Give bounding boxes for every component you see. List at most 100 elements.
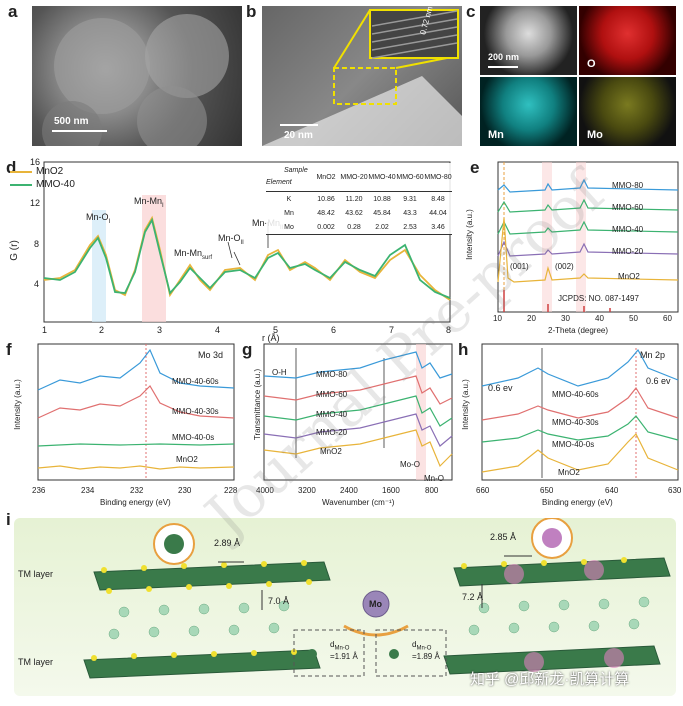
xps-mo3d-chart	[37, 343, 235, 481]
ftir-xtick-1600: 1600	[382, 486, 400, 495]
table-cell: Mo	[284, 223, 294, 231]
xrd-series-mmo20: MMO-20	[612, 247, 644, 256]
xps-mn2p-xtick-640: 640	[605, 486, 619, 495]
xps-mn2p-series-0s: MMO-40-0s	[552, 440, 595, 449]
panel-label-a: a	[8, 2, 18, 21]
table-header-mmo40: MMO-40	[368, 173, 396, 181]
xps-mo3d-series-60s: MMO-40-60s	[172, 377, 219, 386]
eds-maps: 200 nm O Mn Mo	[480, 6, 676, 146]
table-cell: 48.42	[317, 209, 335, 217]
table-cell: 10.86	[317, 195, 335, 203]
sem-flower-texture	[42, 14, 229, 146]
xps-mo3d-xlabel: Binding energy (eV)	[100, 498, 171, 507]
panel-label-h: h	[458, 340, 469, 359]
xps-mo3d-xtick-230: 230	[178, 486, 192, 495]
schematic-tm-layer-bottom: TM layer	[18, 657, 54, 667]
schematic-d-2p85: 2.85 Å	[490, 532, 517, 542]
xps-mn2p-shift-right: 0.6 ev	[646, 376, 671, 386]
tem-image: 0.72 nm 20 nm	[262, 6, 462, 146]
xrd-xtick-60: 60	[663, 314, 672, 323]
table-row: Mn 48.42 43.62 45.84 43.3 44.04	[266, 206, 452, 220]
pdf-xtick-8: 8	[446, 325, 452, 335]
pdf-ylabel: G (r)	[8, 240, 20, 261]
pdf-peak-mno1: Mn-OI	[86, 212, 111, 225]
xps-mo3d-xtick-228: 228	[224, 486, 238, 495]
pdf-ytick-12: 12	[30, 198, 41, 208]
schematic-d-7p0: 7.0 Å	[268, 596, 290, 606]
ftir-series-mno2: MnO2	[320, 447, 342, 456]
schematic-d-2p89: 2.89 Å	[214, 538, 241, 548]
xrd-xtick-20: 20	[527, 314, 536, 323]
ftir-ylabel: Transmittance (a.u.)	[253, 368, 263, 441]
xps-mo3d-xtick-234: 234	[81, 486, 95, 495]
ftir-band-mno: Mn-O	[424, 474, 444, 483]
table-cell: 43.62	[345, 209, 363, 217]
table-header-mmo60: MMO-60	[396, 173, 424, 181]
pdf-xtick-5: 5	[273, 325, 279, 335]
table-row: Mo 0.002 0.28 2.02 2.53 3.46	[266, 220, 452, 235]
ftir-band-moo: Mo-O	[400, 460, 420, 469]
xrd-xlabel: 2-Theta (degree)	[548, 326, 609, 335]
ftir-xtick-3200: 3200	[298, 486, 316, 495]
table-header-mmo80: MMO-80	[424, 173, 452, 181]
table-cell: 43.3	[403, 209, 417, 217]
panel-label-e: e	[470, 158, 480, 177]
xps-mn2p-xtick-650: 650	[540, 486, 554, 495]
ftir-xtick-2400: 2400	[340, 486, 358, 495]
xps-mo3d-series-30s: MMO-40-30s	[172, 407, 219, 416]
ftir-xtick-4000: 4000	[256, 486, 274, 495]
pdf-ytick-8: 8	[34, 239, 40, 249]
eds-map-o: O	[587, 58, 596, 70]
ftir-series-mmo40: MMO-40	[316, 410, 348, 419]
table-cell: K	[286, 195, 292, 203]
panel-label-d: d	[6, 158, 17, 177]
table-corner-element: Element	[266, 179, 292, 186]
xps-mo3d-xtick-236: 236	[32, 486, 46, 495]
pdf-xtick-3: 3	[157, 325, 163, 335]
panel-label-b: b	[246, 2, 257, 21]
xps-mn2p-xlabel: Binding energy (eV)	[542, 498, 613, 507]
eds-map-mn: Mn	[488, 129, 504, 141]
table-cell: 0.28	[347, 223, 361, 231]
xrd-reference: JCPDS: NO. 087-1497	[558, 294, 639, 303]
xrd-xtick-30: 30	[561, 314, 570, 323]
table-cell: 8.48	[431, 195, 445, 203]
eds-scale-text: 200 nm	[488, 52, 520, 62]
sem-scale-text: 500 nm	[54, 116, 89, 127]
ftir-series-mmo80: MMO-80	[316, 370, 348, 379]
ftir-chart	[263, 343, 453, 481]
table-cell: 2.53	[403, 223, 417, 231]
table-cell: 9.31	[403, 195, 417, 203]
ftir-xlabel: Wavenumber (cm⁻¹)	[322, 498, 395, 507]
xrd-peak-002: (002)	[555, 262, 574, 271]
table-cell: 45.84	[373, 209, 391, 217]
schematic-tm-layer-top: TM layer	[18, 569, 54, 579]
panel-label-c: c	[466, 2, 476, 21]
table-cell: 11.20	[345, 195, 363, 203]
pdf-peak-mno2: Mn-OII	[218, 233, 244, 246]
table-cell: 0.002	[317, 223, 335, 231]
xps-mn2p-xtick-660: 660	[476, 486, 490, 495]
pdf-ytick-16: 16	[30, 157, 41, 167]
table-cell: 10.88	[373, 195, 391, 203]
tem-overlay	[262, 9, 462, 146]
xrd-xtick-40: 40	[595, 314, 604, 323]
xrd-series-mmo40: MMO-40	[612, 225, 644, 234]
ftir-series-mmo20: MMO-20	[316, 428, 348, 437]
ftir-band-oh: O-H	[272, 368, 287, 377]
xps-mo3d-series-mno2: MnO2	[176, 455, 198, 464]
schematic-mo-atom: Mo	[369, 599, 382, 609]
schematic-d-7p2: 7.2 Å	[462, 592, 484, 602]
xrd-chart	[497, 161, 679, 313]
pdf-line-mmo40	[43, 217, 451, 299]
composition-table: Sample Element MnO2 MMO-20 MMO-40 MMO-60…	[266, 163, 452, 235]
sem-image: 500 nm	[32, 6, 242, 146]
table-cell: 44.04	[429, 209, 447, 217]
xrd-series-mmo80: MMO-80	[612, 181, 644, 190]
xrd-xtick-50: 50	[629, 314, 638, 323]
schematic-bond-right: dMn-O =1.89 Å	[412, 640, 440, 661]
xps-mn2p-series-30s: MMO-40-30s	[552, 418, 599, 427]
pdf-xtick-1: 1	[42, 325, 48, 335]
pdf-peak-mnmnsurf: Mn-Mnsurf	[174, 248, 213, 261]
table-header-mmo20: MMO-20	[340, 173, 368, 181]
